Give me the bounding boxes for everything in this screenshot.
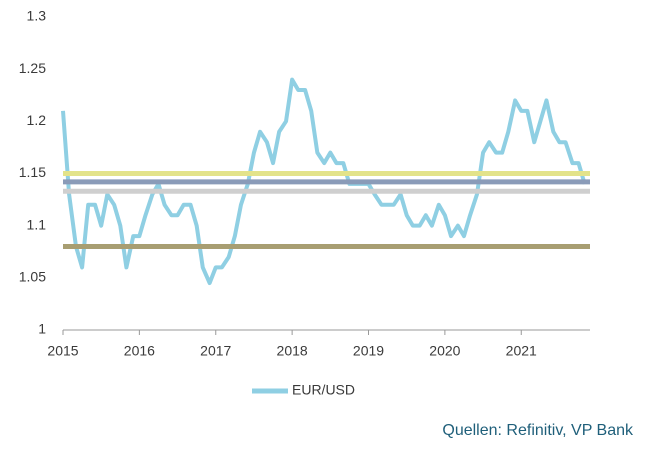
x-tick-label: 2018	[277, 343, 308, 359]
x-tick-label: 2021	[506, 343, 537, 359]
y-tick-label: 1.25	[19, 60, 46, 76]
y-tick-label: 1.1	[27, 216, 47, 232]
x-tick-label: 2019	[353, 343, 384, 359]
x-tick-label: 2020	[429, 343, 460, 359]
y-tick-label: 1.2	[27, 112, 47, 128]
x-tick-label: 2015	[47, 343, 78, 359]
data-line	[61, 77, 587, 286]
y-tick-label: 1	[38, 321, 46, 337]
y-tick-label: 1.3	[27, 8, 47, 24]
y-tick-label: 1.05	[19, 269, 46, 285]
x-tick-label: 2016	[124, 343, 155, 359]
x-tick-label: 2017	[200, 343, 231, 359]
legend-label: EUR/USD	[292, 382, 355, 398]
y-tick-label: 1.15	[19, 164, 46, 180]
source-note: Quellen: Refinitiv, VP Bank	[442, 422, 634, 439]
